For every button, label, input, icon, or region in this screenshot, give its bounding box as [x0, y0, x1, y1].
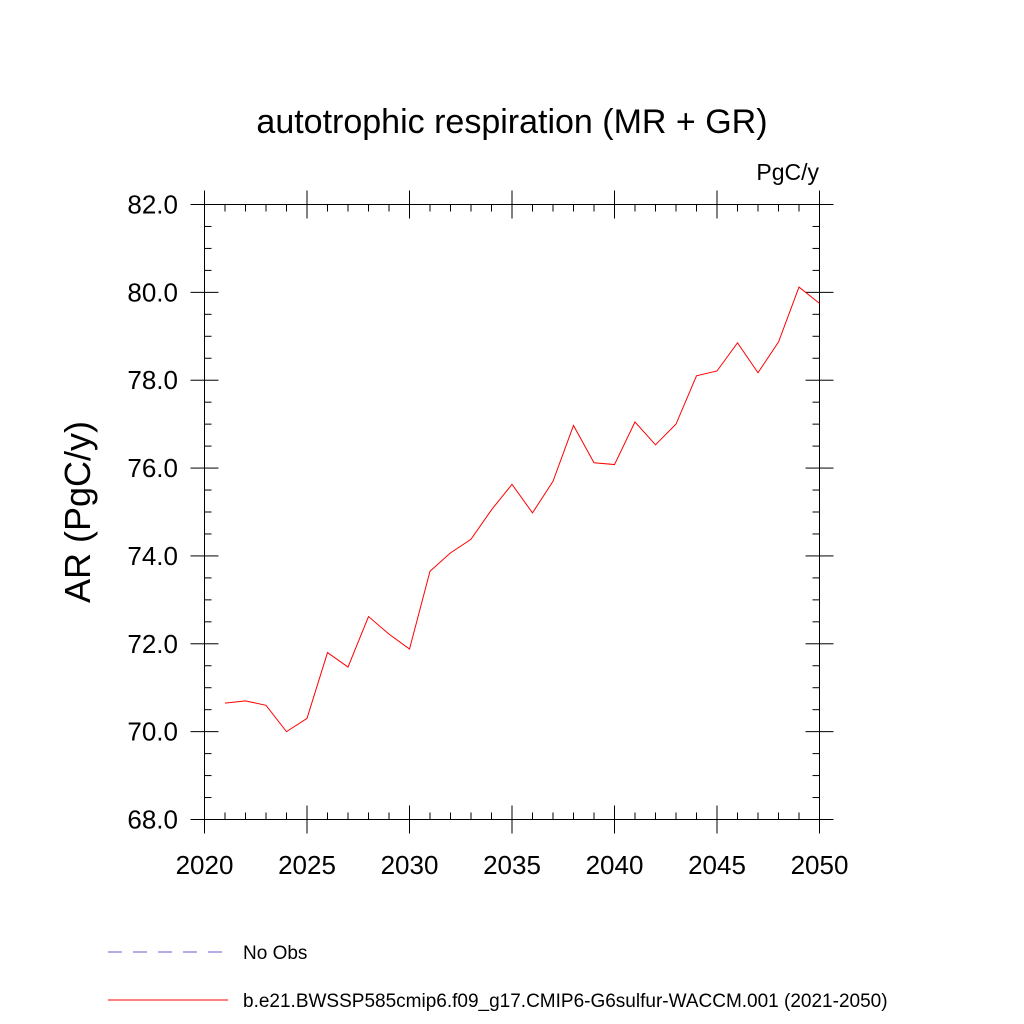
y-tick-label: 74.0	[127, 541, 178, 571]
y-tick-label: 82.0	[127, 190, 178, 220]
legend-entry-label: b.e21.BWSSP585cmip6.f09_g17.CMIP6-G6sulf…	[243, 991, 888, 1012]
y-tick-label: 68.0	[127, 805, 178, 835]
y-tick-label: 80.0	[127, 277, 178, 307]
axis-ticks	[190, 190, 834, 834]
chart-title: autotrophic respiration (MR + GR)	[256, 103, 767, 141]
x-tick-label: 2045	[688, 850, 746, 880]
x-tick-label: 2030	[381, 850, 439, 880]
x-tick-label: 2040	[586, 850, 644, 880]
x-tick-label: 2035	[483, 850, 541, 880]
y-tick-label: 72.0	[127, 629, 178, 659]
y-tick-label: 70.0	[127, 717, 178, 747]
axis-tick-labels: 2020 2025 2030 2035 2040 2045 2050 68.0 70.0 72.0…	[127, 190, 848, 881]
x-tick-label: 2025	[278, 850, 336, 880]
series-line	[224, 286, 820, 733]
x-tick-label: 2020	[176, 850, 234, 880]
legend: No Obs b.e21.BWSSP585cmip6.f09_g17.CMIP6-…	[108, 943, 888, 1012]
series-lines	[224, 286, 820, 733]
plot-frame	[204, 204, 820, 820]
x-tick-label: 2050	[791, 850, 849, 880]
y-axis-label: AR (PgC/y)	[57, 421, 98, 603]
legend-entry-label: No Obs	[243, 943, 307, 964]
units-label: PgC/y	[756, 159, 819, 185]
y-tick-label: 78.0	[127, 365, 178, 395]
y-tick-label: 76.0	[127, 453, 178, 483]
